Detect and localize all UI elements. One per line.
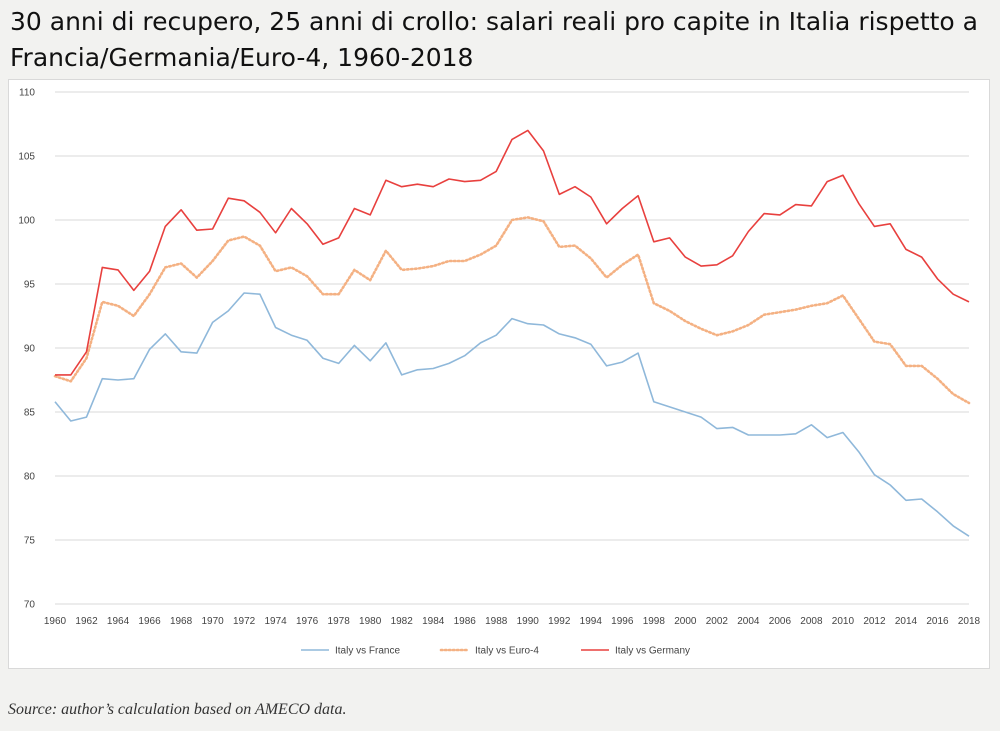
x-tick-label: 1992: [548, 616, 571, 627]
x-tick-label: 2014: [895, 616, 918, 627]
x-tick-label: 1966: [138, 616, 161, 627]
x-tick-label: 1972: [233, 616, 256, 627]
x-tick-label: 1984: [422, 616, 445, 627]
x-tick-label: 2016: [926, 616, 949, 627]
x-tick-label: 1980: [359, 616, 382, 627]
legend-label-italy-vs-france: Italy vs France: [335, 646, 400, 657]
x-tick-label: 1974: [264, 616, 287, 627]
x-axis-ticks: 1960 1962 1964 1966 1968 1970 1972 1974 1976 1978…: [44, 616, 981, 627]
legend-label-italy-vs-euro-4: Italy vs Euro-4: [475, 646, 539, 657]
x-tick-label: 2000: [674, 616, 697, 627]
x-tick-label: 2010: [832, 616, 855, 627]
legend-label-italy-vs-germany: Italy vs Germany: [615, 646, 690, 657]
y-tick-label: 70: [24, 600, 36, 611]
y-tick-label: 110: [19, 88, 35, 99]
x-tick-label: 1986: [454, 616, 477, 627]
y-tick-label: 105: [18, 152, 35, 163]
y-tick-label: 80: [24, 472, 36, 483]
chart-title: 30 anni di recupero, 25 anni di crollo: …: [10, 7, 978, 72]
x-tick-label: 1990: [517, 616, 540, 627]
x-tick-label: 1978: [328, 616, 351, 627]
y-tick-label: 90: [24, 344, 36, 355]
series-lines: [53, 129, 971, 537]
y-axis-ticks: 70 75 80 85 90 95 100 105 110: [18, 88, 35, 611]
x-tick-label: 2012: [863, 616, 886, 627]
gridlines: [55, 91, 969, 605]
y-tick-label: 75: [24, 536, 36, 547]
x-tick-label: 2002: [706, 616, 729, 627]
x-tick-label: 2008: [800, 616, 823, 627]
x-tick-label: 1976: [296, 616, 319, 627]
source-note: Source: author’s calculation based on AM…: [8, 701, 347, 718]
y-tick-label: 85: [24, 408, 36, 419]
x-tick-label: 1964: [107, 616, 130, 627]
chart-area: 70 75 80 85 90 95 100 105 110 1960 1962 1964 1966 19…: [8, 79, 990, 669]
series-line-italy-vs-germany: [55, 129, 970, 376]
x-tick-label: 1960: [44, 616, 67, 627]
x-tick-label: 1988: [485, 616, 508, 627]
x-tick-label: 1998: [643, 616, 666, 627]
legend: Italy vs France Italy vs Euro-4 Italy vs G…: [301, 646, 690, 657]
x-tick-label: 1968: [170, 616, 193, 627]
y-tick-label: 95: [24, 280, 36, 291]
x-tick-label: 1994: [580, 616, 603, 627]
x-tick-label: 1970: [201, 616, 224, 627]
x-tick-label: 2004: [737, 616, 760, 627]
series-line-italy-vs-euro-4: [53, 216, 971, 405]
x-tick-label: 2006: [769, 616, 792, 627]
series-line-italy-vs-france: [54, 292, 970, 537]
x-tick-label: 1996: [611, 616, 634, 627]
x-tick-label: 1982: [391, 616, 414, 627]
x-tick-label: 2018: [958, 616, 981, 627]
x-tick-label: 1962: [75, 616, 98, 627]
y-tick-label: 100: [18, 216, 35, 227]
